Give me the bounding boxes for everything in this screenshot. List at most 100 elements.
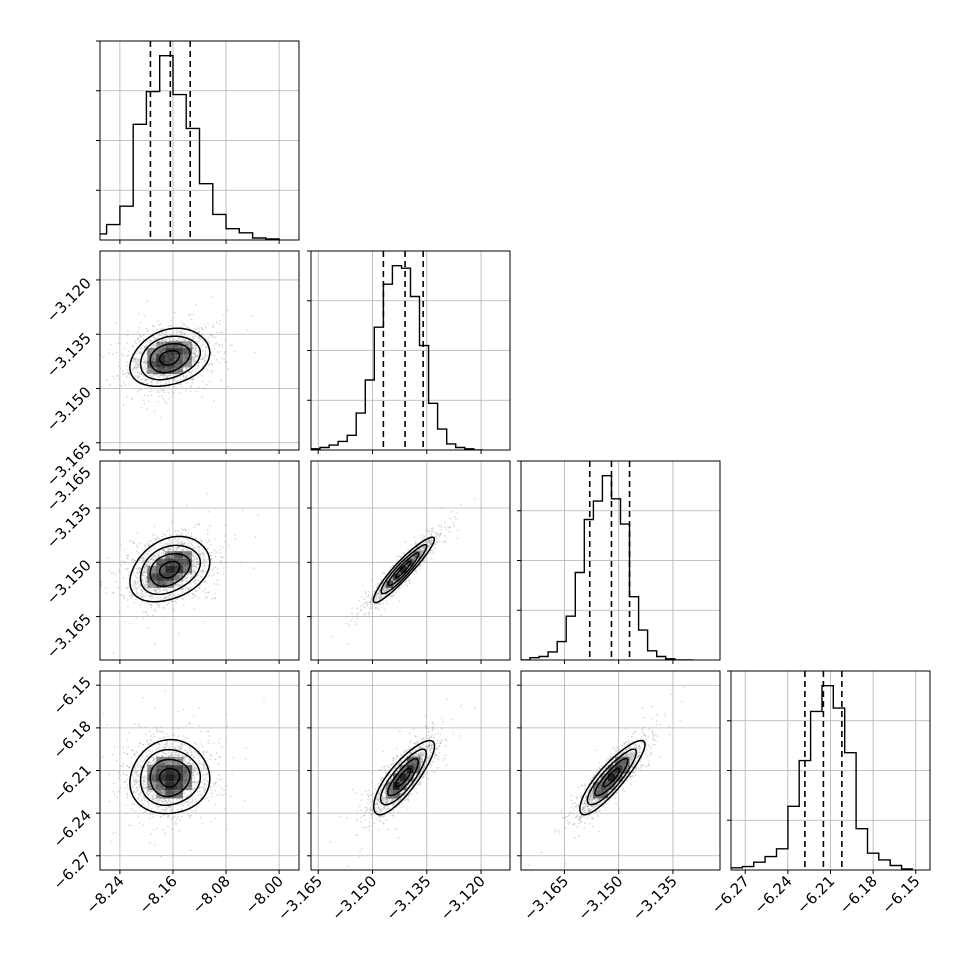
scatter-point — [163, 346, 165, 349]
scatter-point — [153, 338, 156, 341]
scatter-point — [383, 586, 385, 589]
scatter-point — [161, 339, 164, 342]
scatter-point — [152, 614, 154, 617]
scatter-point — [442, 541, 445, 544]
scatter-point — [163, 597, 165, 600]
scatter-point — [157, 352, 160, 355]
scatter-point — [193, 352, 196, 355]
scatter-point — [163, 374, 165, 377]
scatter-point — [207, 739, 210, 742]
scatter-point — [431, 527, 434, 529]
scatter-point — [185, 534, 188, 537]
scatter-point — [197, 335, 200, 338]
scatter-point — [152, 554, 155, 557]
scatter-point — [426, 528, 429, 531]
scatter-point — [179, 392, 182, 394]
scatter-point — [184, 357, 187, 359]
scatter-point — [183, 356, 186, 359]
scatter-point — [185, 340, 187, 343]
scatter-point — [191, 379, 194, 381]
scatter-point — [108, 772, 111, 775]
density-cell — [156, 580, 166, 588]
scatter-point — [202, 553, 205, 555]
scatter-point — [161, 730, 164, 733]
scatter-point — [138, 571, 141, 573]
scatter-point — [156, 604, 159, 607]
scatter-point — [193, 608, 195, 610]
scatter-point — [191, 382, 194, 384]
scatter-point — [197, 353, 200, 355]
scatter-point — [197, 361, 200, 364]
scatter-point — [170, 599, 173, 602]
scatter-point — [191, 377, 194, 380]
scatter-point — [140, 352, 142, 354]
scatter-point — [184, 529, 187, 531]
scatter-point — [208, 552, 211, 555]
scatter-point — [145, 581, 147, 584]
scatter-point — [175, 539, 178, 542]
scatter-point — [129, 623, 131, 625]
scatter-point — [165, 339, 168, 342]
scatter-point — [125, 376, 128, 378]
scatter-point — [118, 378, 121, 381]
scatter-point — [365, 596, 368, 598]
scatter-point — [358, 599, 360, 602]
scatter-point — [204, 360, 207, 363]
scatter-point — [253, 351, 256, 354]
scatter-point — [100, 583, 102, 586]
scatter-point — [199, 576, 201, 579]
scatter-point — [131, 540, 134, 543]
scatter-point — [147, 569, 150, 571]
scatter-point — [198, 587, 201, 590]
scatter-point — [144, 379, 146, 382]
scatter-point — [174, 579, 177, 582]
scatter-point — [161, 339, 164, 342]
scatter-point — [114, 573, 117, 576]
scatter-point — [125, 587, 128, 589]
scatter-point — [147, 350, 150, 353]
scatter-point — [192, 335, 194, 338]
scatter-point — [152, 355, 155, 358]
scatter-point — [117, 337, 120, 340]
density-cell — [183, 551, 193, 559]
scatter-point — [159, 343, 162, 346]
scatter-point — [153, 373, 156, 376]
scatter-point — [154, 599, 157, 602]
scatter-point — [183, 604, 185, 606]
scatter-point — [193, 352, 196, 355]
scatter-point — [331, 635, 334, 638]
scatter-point — [116, 351, 118, 354]
scatter-point — [210, 296, 213, 298]
scatter-point — [174, 579, 177, 582]
scatter-point — [140, 353, 143, 355]
scatter-point — [156, 595, 159, 598]
scatter-point — [193, 378, 196, 380]
scatter-point — [187, 345, 190, 348]
scatter-point — [176, 575, 179, 578]
scatter-point — [135, 357, 137, 359]
scatter-point — [167, 549, 170, 552]
scatter-point — [146, 394, 149, 397]
scatter-point — [436, 541, 438, 543]
scatter-point — [175, 583, 178, 586]
scatter-point — [117, 365, 120, 368]
scatter-point — [160, 545, 163, 548]
scatter-point — [408, 580, 411, 583]
scatter-point — [165, 588, 167, 590]
scatter-point — [156, 375, 159, 378]
scatter-point — [136, 361, 138, 363]
scatter-point — [136, 352, 138, 355]
scatter-point — [135, 365, 138, 368]
scatter-point — [191, 592, 194, 595]
scatter-point — [177, 582, 179, 585]
scatter-point — [196, 557, 198, 560]
density-cell — [156, 367, 166, 374]
contour-line — [158, 349, 181, 366]
scatter-point — [428, 543, 431, 546]
scatter-point — [432, 552, 435, 555]
density-cell — [147, 565, 157, 574]
scatter-point — [185, 577, 188, 580]
scatter-point — [169, 548, 172, 551]
scatter-point — [188, 361, 191, 363]
scatter-point — [148, 565, 151, 568]
